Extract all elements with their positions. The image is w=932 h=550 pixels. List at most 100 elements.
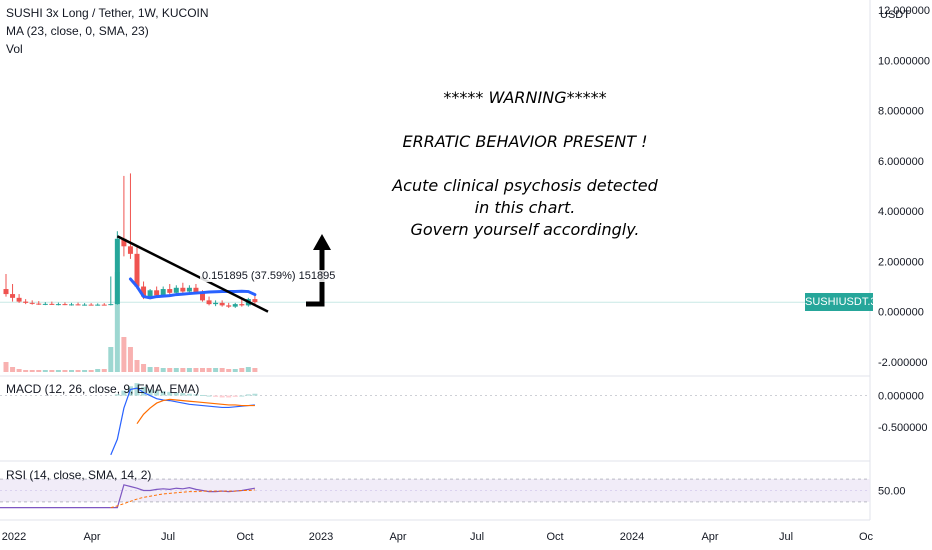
- candle-body: [16, 297, 22, 302]
- candle-body: [69, 304, 74, 306]
- candle-body: [101, 304, 107, 306]
- price-tick-label: 8.000000: [878, 106, 924, 118]
- warning-line-4: Govern yourself accordingly.: [410, 220, 640, 239]
- volume-bar: [193, 368, 199, 372]
- user-drawings[interactable]: [116, 234, 331, 313]
- volume-bar: [226, 369, 232, 372]
- candle-body: [226, 305, 232, 307]
- arrow-head: [313, 234, 331, 250]
- macd-histogram-bar: [167, 391, 173, 396]
- macd-histogram-bar: [180, 393, 186, 396]
- volume-bar: [3, 362, 9, 372]
- macd-histogram-bar: [252, 393, 258, 396]
- macd-pane[interactable]: 0.000000 -0.500000: [0, 383, 928, 456]
- macd-line: [110, 387, 255, 456]
- macd-histogram-bar: [206, 395, 212, 397]
- macd-tick-label: 0.000000: [878, 391, 924, 403]
- volume-bar: [23, 370, 29, 372]
- volume-bar: [252, 368, 258, 372]
- macd-histogram-bar: [245, 394, 251, 396]
- volume-bar: [36, 370, 42, 372]
- time-tick-label: 2023: [309, 531, 333, 543]
- rsi-tick-label: 50.00: [878, 486, 906, 498]
- volume-legend[interactable]: Vol: [6, 42, 23, 56]
- price-axis[interactable]: 12.000000 10.000000 8.000000 6.000000 4.0000…: [878, 5, 930, 369]
- volume-bar: [95, 369, 101, 372]
- candle-body: [108, 304, 114, 306]
- macd-histogram-bar: [186, 393, 192, 396]
- volume-bar: [49, 370, 55, 372]
- volume-bar: [88, 370, 94, 372]
- macd-histogram-bar: [219, 395, 225, 398]
- arrow-shaft: [306, 248, 325, 307]
- macd-histogram-bar: [239, 395, 245, 397]
- volume-bar: [114, 272, 120, 372]
- volume-bar: [200, 368, 205, 372]
- candle-body: [29, 302, 35, 304]
- candle-body: [36, 303, 42, 305]
- volume-bar: [167, 368, 173, 372]
- time-tick-label: Jul: [161, 531, 175, 543]
- signal-line: [136, 398, 255, 425]
- candle-body: [252, 299, 258, 303]
- volume-bar: [134, 360, 140, 372]
- volume-bar: [29, 370, 35, 372]
- warning-line-2: Acute clinical psychosis detected: [392, 176, 658, 195]
- macd-histogram-bar: [226, 395, 232, 398]
- volume-bar: [55, 370, 61, 372]
- macd-legend[interactable]: MACD (12, 26, close, 9, EMA, EMA): [6, 382, 200, 396]
- volume-bar: [75, 370, 81, 372]
- measure-label: 0.151895 (37.59%) 151895: [200, 270, 338, 282]
- volume-bar: [62, 370, 68, 372]
- candle-body: [167, 289, 173, 293]
- candle-body: [114, 238, 120, 305]
- candle-body: [180, 287, 186, 292]
- time-tick-label: Apr: [701, 531, 718, 543]
- warning-line-3: in this chart.: [474, 198, 576, 217]
- candle-body: [232, 304, 238, 307]
- candle-body: [55, 304, 61, 306]
- candle-body: [154, 290, 160, 296]
- time-tick-label: Oc: [859, 531, 874, 543]
- volume-series: [3, 272, 258, 372]
- time-tick-label: Jul: [779, 531, 793, 543]
- price-tick-label: -2.000000: [878, 357, 928, 369]
- volume-bar: [219, 368, 225, 372]
- volume-bar: [239, 368, 245, 372]
- volume-bar: [147, 367, 153, 372]
- volume-bar: [10, 367, 16, 372]
- macd-histogram-bar: [200, 394, 205, 396]
- volume-bar: [186, 368, 192, 372]
- candle-body: [206, 300, 212, 305]
- ma-legend[interactable]: MA (23, close, 0, SMA, 23): [6, 24, 149, 38]
- volume-bar: [127, 347, 133, 372]
- volume-bar: [160, 368, 166, 372]
- volume-bar: [213, 368, 219, 372]
- rsi-legend[interactable]: RSI (14, close, SMA, 14, 2): [6, 468, 152, 482]
- macd-histogram-bar: [134, 383, 140, 396]
- time-tick-label: 2022: [2, 531, 26, 543]
- macd-histogram-bar: [232, 395, 238, 397]
- trend-line: [116, 235, 269, 313]
- candle-body: [3, 289, 9, 295]
- volume-bar: [173, 368, 179, 372]
- candle-body: [82, 304, 88, 306]
- macd-histogram-bar: [213, 395, 219, 397]
- candle-body: [88, 304, 94, 306]
- price-tick-label: 2.000000: [878, 256, 924, 268]
- volume-bar: [42, 370, 48, 372]
- candle-body: [42, 303, 48, 305]
- candle-body: [200, 292, 205, 301]
- macd-histogram-bar: [173, 392, 179, 396]
- price-tick-label: 10.000000: [878, 55, 930, 67]
- price-pane[interactable]: [0, 0, 871, 521]
- symbol-title[interactable]: SUSHI 3x Long / Tether, 1W, KUCOIN: [6, 6, 209, 20]
- time-axis[interactable]: 2022 Apr Jul Oct 2023 Apr Jul Oct 2024 Apr Jul Oc: [2, 531, 874, 543]
- candle-body: [160, 289, 166, 296]
- candle-body: [141, 286, 147, 297]
- price-tick-label: 0.000000: [878, 307, 924, 319]
- rsi-pane[interactable]: 50.00: [0, 478, 906, 509]
- macd-histogram-bar: [141, 386, 147, 396]
- ma-line: [128, 277, 257, 300]
